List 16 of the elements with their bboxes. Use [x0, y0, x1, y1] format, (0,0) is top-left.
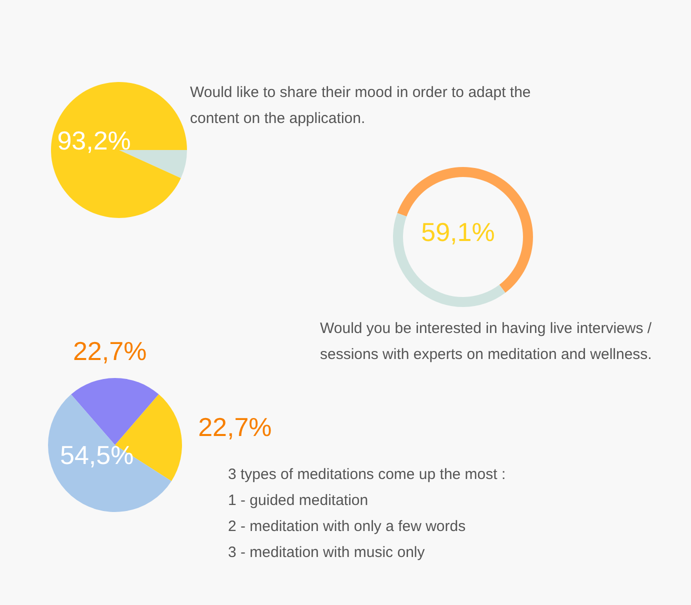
- donut-slice: [393, 213, 506, 307]
- data-label: 54,5%: [60, 440, 134, 470]
- pie-slice: [51, 82, 187, 218]
- text: 1 - guided meditation: [228, 491, 370, 511]
- text: Would you be interested in having live interviews / sessions with experts on meditation and wellness.: [320, 319, 653, 365]
- data-label: 59,1%: [421, 217, 495, 247]
- data-label: 22,7%: [72, 336, 147, 366]
- text: 3 - meditation with music only: [228, 543, 426, 563]
- pie-slice: [48, 394, 172, 512]
- data-label: 93,2%: [57, 126, 131, 156]
- data-label: 22,7%: [198, 412, 272, 442]
- text: Would like to share their mood in order to adapt the content on the application.: [190, 83, 532, 129]
- pie-slice: [71, 378, 159, 445]
- donut-slice: [397, 167, 533, 293]
- text: 2 - meditation with only a few words: [228, 517, 467, 537]
- text: 3 types of meditations come up the most :: [228, 465, 507, 485]
